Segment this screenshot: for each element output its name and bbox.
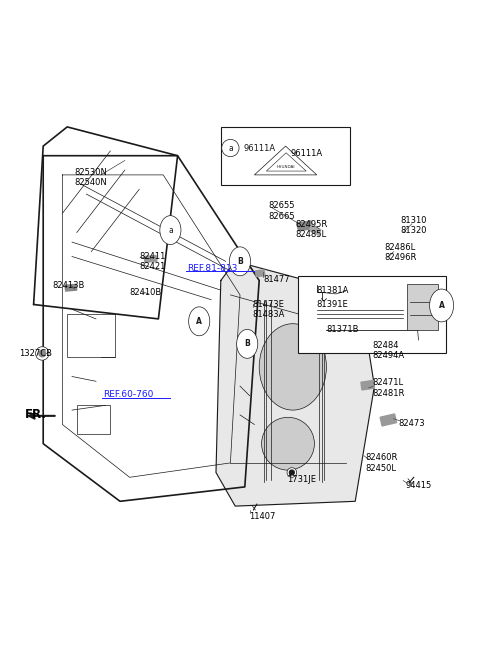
- Ellipse shape: [262, 417, 314, 470]
- Text: 82413B: 82413B: [53, 281, 85, 290]
- Text: 81473E
81483A: 81473E 81483A: [252, 300, 284, 319]
- Text: HYUNDAI: HYUNDAI: [277, 165, 295, 170]
- Text: 81310
81320: 81310 81320: [401, 215, 427, 235]
- Text: A: A: [196, 317, 202, 326]
- Bar: [221, 127, 350, 185]
- Text: 82411
82421: 82411 82421: [139, 252, 166, 271]
- Circle shape: [222, 139, 239, 156]
- Ellipse shape: [430, 289, 454, 322]
- Text: FR.: FR.: [25, 409, 47, 421]
- Text: a: a: [168, 225, 173, 235]
- Ellipse shape: [259, 324, 326, 410]
- Text: 81477: 81477: [263, 275, 289, 284]
- Text: 82486L
82496R: 82486L 82496R: [384, 243, 416, 262]
- Polygon shape: [254, 146, 317, 175]
- Ellipse shape: [237, 329, 258, 358]
- Ellipse shape: [189, 307, 210, 336]
- Text: 82655
82665: 82655 82665: [269, 201, 295, 221]
- Text: B: B: [244, 340, 250, 348]
- Polygon shape: [144, 256, 157, 262]
- Text: REF.81-813: REF.81-813: [187, 263, 238, 273]
- Polygon shape: [297, 221, 313, 231]
- Circle shape: [36, 347, 49, 360]
- Text: 96111A: 96111A: [290, 148, 323, 158]
- Text: 81391E: 81391E: [317, 300, 348, 309]
- Text: 11407: 11407: [249, 512, 275, 521]
- Polygon shape: [65, 284, 77, 291]
- Text: 82473: 82473: [398, 419, 425, 428]
- Text: a: a: [228, 145, 233, 154]
- Text: 82460R
82450L: 82460R 82450L: [366, 453, 398, 472]
- Polygon shape: [216, 261, 374, 506]
- Text: 82484
82494A: 82484 82494A: [372, 341, 404, 360]
- Text: A: A: [439, 301, 444, 310]
- Bar: [67, 314, 115, 357]
- Text: 1731JE: 1731JE: [287, 475, 316, 484]
- FancyBboxPatch shape: [407, 284, 438, 330]
- Circle shape: [289, 470, 294, 475]
- Text: 81371B: 81371B: [326, 325, 359, 334]
- Text: 82471L
82481R: 82471L 82481R: [372, 378, 404, 397]
- Ellipse shape: [160, 215, 181, 244]
- Polygon shape: [255, 270, 265, 277]
- Text: 82495R
82485L: 82495R 82485L: [295, 220, 327, 239]
- Bar: [298, 276, 446, 353]
- Polygon shape: [310, 225, 321, 235]
- Text: REF.60-760: REF.60-760: [103, 390, 154, 399]
- Circle shape: [39, 350, 46, 357]
- Circle shape: [287, 468, 297, 477]
- Text: 81381A: 81381A: [317, 286, 349, 294]
- Text: 1327CB: 1327CB: [19, 349, 52, 358]
- Polygon shape: [361, 380, 374, 390]
- Ellipse shape: [229, 247, 251, 276]
- Text: B: B: [237, 257, 243, 266]
- Polygon shape: [361, 344, 373, 353]
- Text: 82530N
82540N: 82530N 82540N: [74, 168, 107, 187]
- Text: 82410B: 82410B: [130, 288, 162, 297]
- Bar: [77, 405, 110, 434]
- Text: 96111A: 96111A: [244, 145, 276, 154]
- Text: 94415: 94415: [406, 482, 432, 490]
- Polygon shape: [380, 414, 396, 426]
